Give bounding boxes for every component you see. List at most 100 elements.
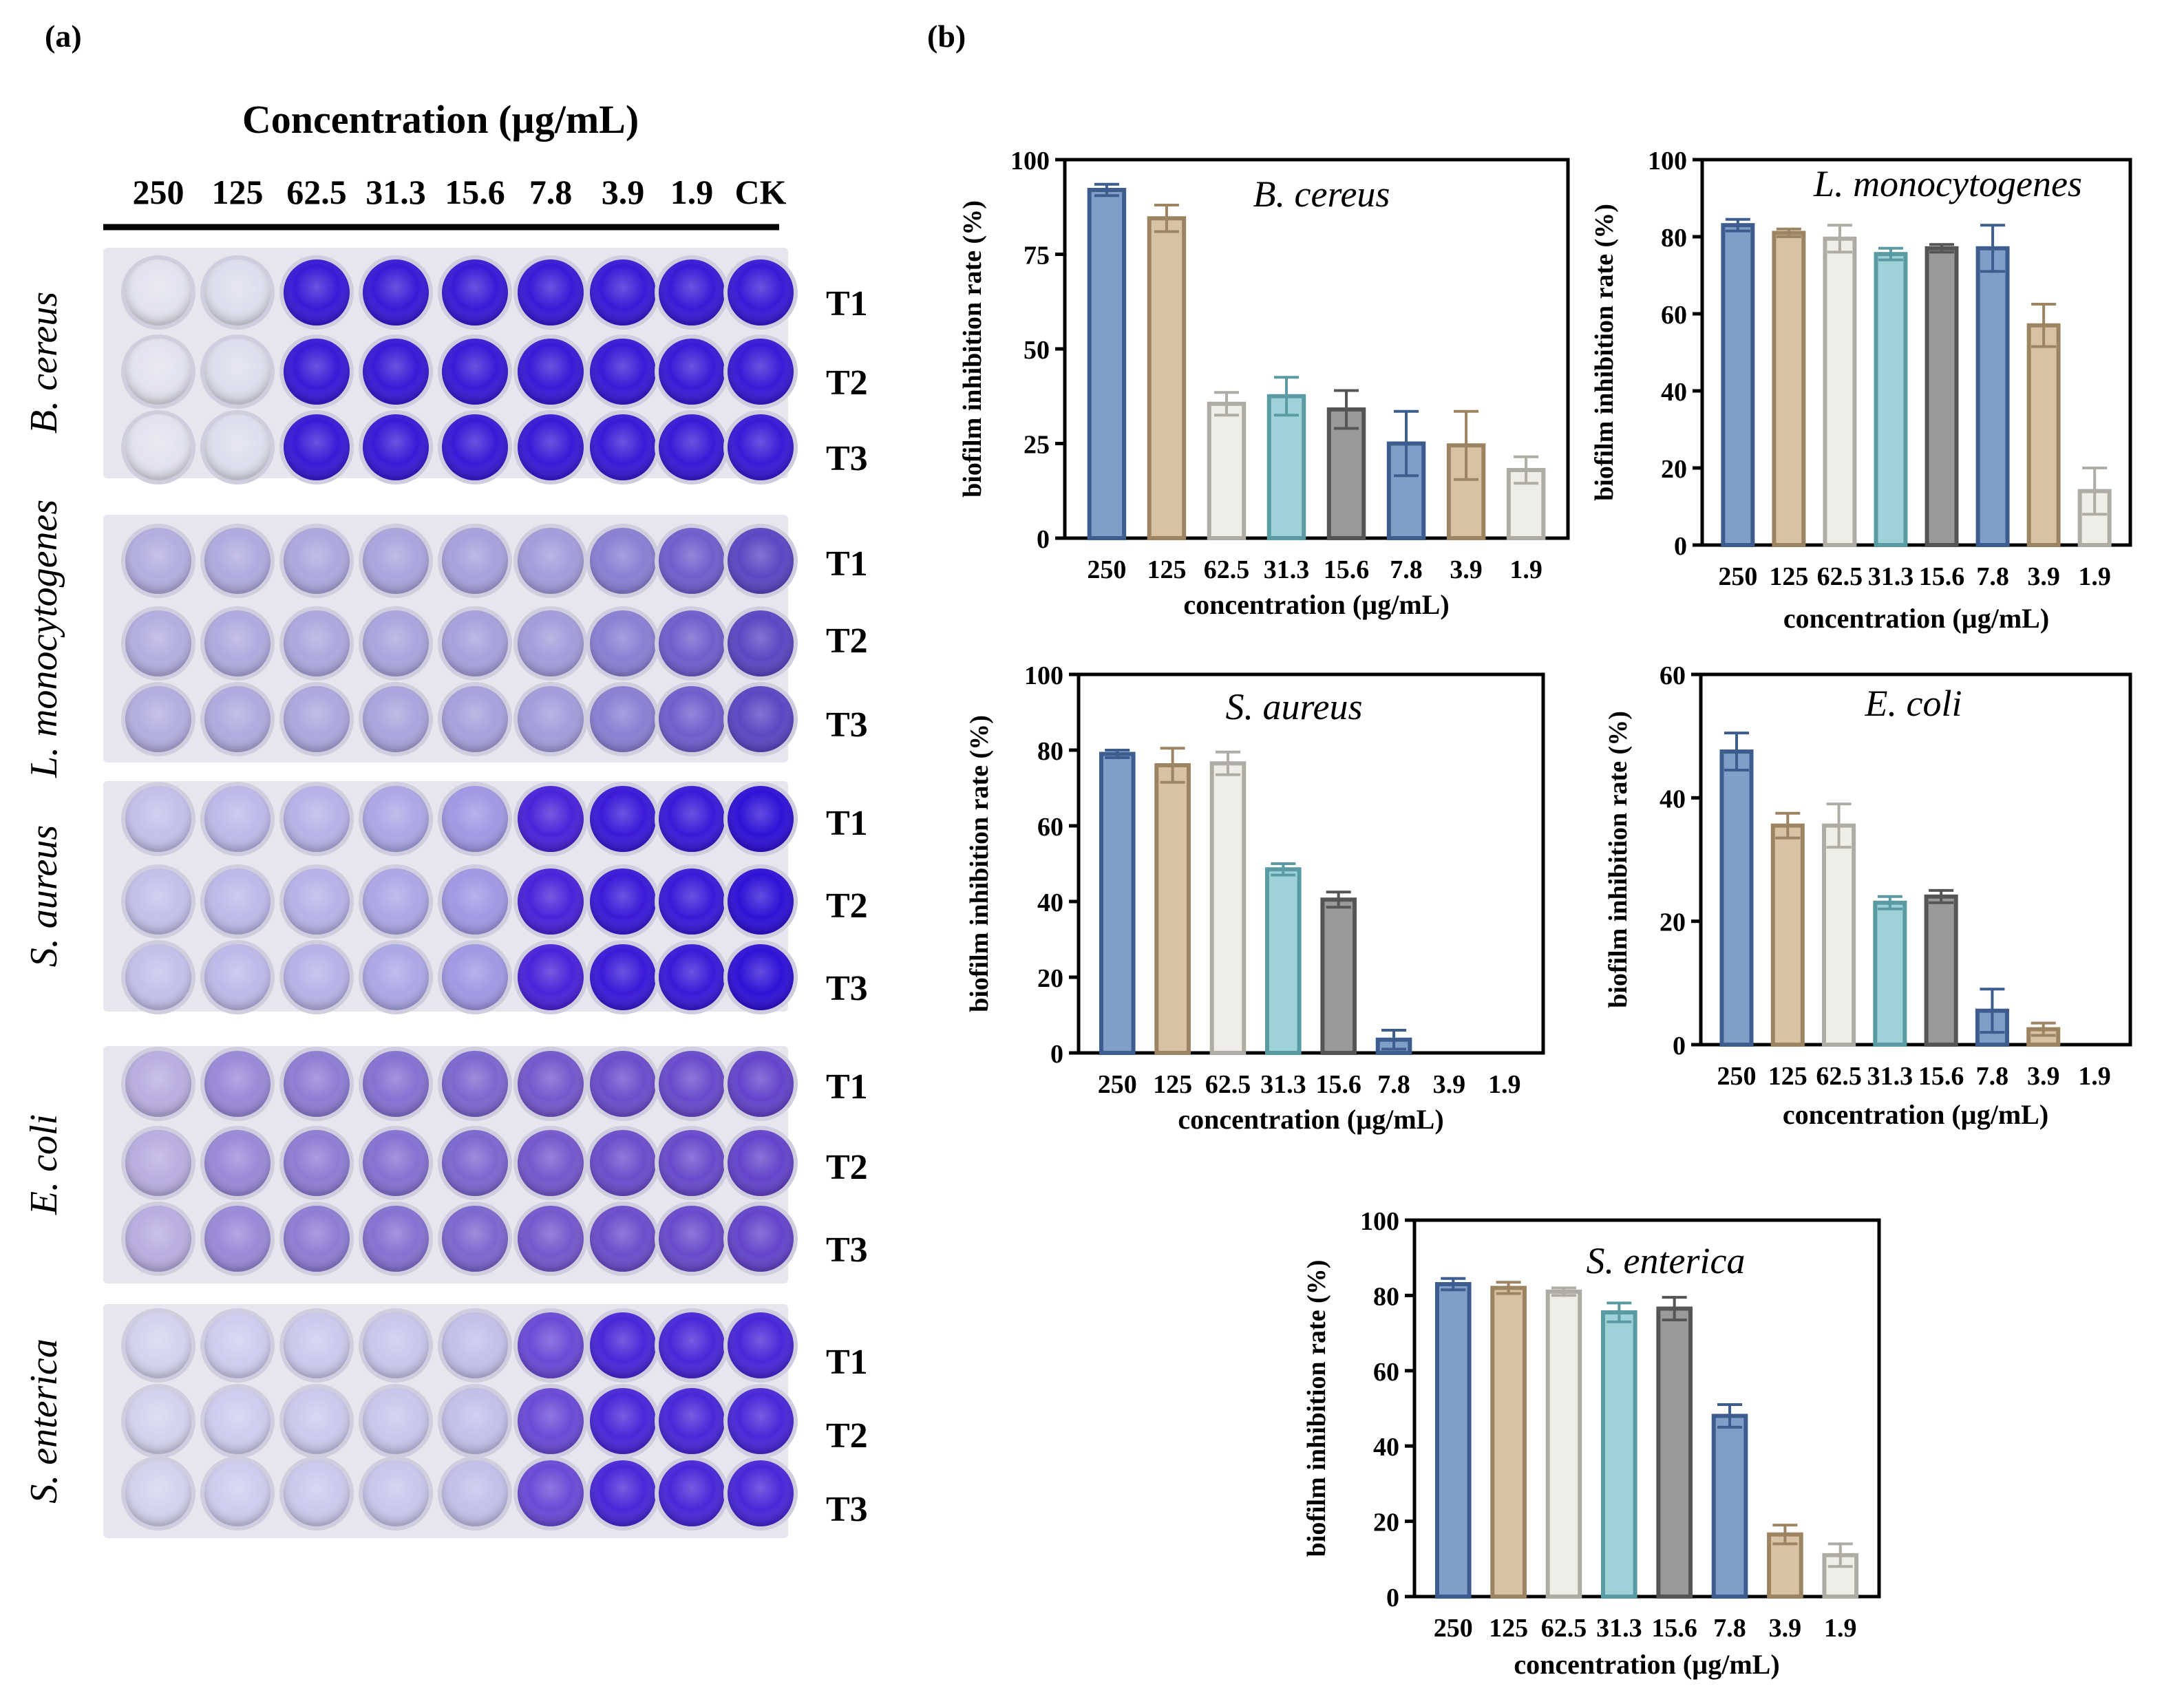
bar [1925, 246, 1959, 547]
well [655, 1047, 729, 1121]
well [723, 1308, 798, 1383]
bar [1601, 1310, 1637, 1599]
well [655, 410, 729, 484]
row-label: T2 [826, 1148, 868, 1187]
well [121, 1308, 195, 1383]
x-tick-label: 1.9 [2078, 562, 2111, 591]
x-tick-label: 62.5 [1204, 555, 1250, 584]
well [655, 1456, 729, 1531]
plot-frame [1063, 158, 1570, 540]
chart-title: E. coli [1865, 683, 1962, 724]
well-shade [728, 1051, 794, 1117]
well [200, 864, 275, 939]
x-tick-label: 7.8 [1976, 1062, 2009, 1091]
well-shade [518, 1312, 584, 1378]
well-shade [284, 528, 350, 594]
well [586, 410, 660, 484]
well-shade [284, 1206, 350, 1272]
well-shade [363, 1130, 429, 1196]
y-tick-label: 60 [1660, 661, 1686, 690]
well-shade [728, 1130, 794, 1196]
x-tick-label: 15.6 [1918, 1062, 1964, 1091]
well-shade [125, 1460, 191, 1526]
well-shade [284, 944, 350, 1010]
well-shade [518, 259, 584, 326]
well [723, 1047, 798, 1121]
well-shade [518, 528, 584, 594]
well [121, 682, 195, 756]
x-tick-label: 7.8 [1390, 555, 1423, 584]
x-tick-label: 31.3 [1868, 562, 1914, 591]
well [655, 782, 729, 856]
well-shade [442, 1312, 508, 1378]
well-shade [728, 1388, 794, 1454]
well [513, 864, 588, 939]
chart-title: S. aureus [1226, 686, 1363, 727]
well-shade [590, 1460, 656, 1526]
well-shade [204, 528, 271, 594]
well [513, 1308, 588, 1383]
well-shade [125, 944, 191, 1010]
well-shade [659, 1312, 725, 1378]
bar [1873, 900, 1907, 1047]
well-shade [284, 1388, 350, 1454]
well [200, 782, 275, 856]
row-label: T2 [826, 1416, 868, 1456]
well-shade [363, 339, 429, 405]
y-tick-label: 25 [1024, 431, 1050, 460]
well [121, 1384, 195, 1458]
well-shade [659, 1206, 725, 1272]
row-label: T2 [826, 621, 868, 661]
well-shade [363, 786, 429, 852]
well [121, 410, 195, 484]
y-tick-label: 20 [1037, 964, 1063, 993]
bar [1087, 188, 1127, 540]
well [359, 1202, 433, 1276]
well [200, 1047, 275, 1121]
well [586, 606, 660, 681]
well [438, 410, 512, 484]
well [655, 334, 729, 409]
bar [1721, 223, 1755, 547]
well [655, 255, 729, 330]
well-shade [284, 414, 350, 480]
well-shade [518, 1130, 584, 1196]
well [513, 940, 588, 1014]
well [121, 940, 195, 1014]
well-shade [590, 686, 656, 752]
bar [1434, 1281, 1472, 1599]
well [723, 334, 798, 409]
well-shade [204, 1051, 271, 1117]
well-shade [659, 868, 725, 935]
well [121, 524, 195, 598]
well [513, 606, 588, 681]
well [513, 410, 588, 484]
well [723, 1202, 798, 1276]
bar [1209, 761, 1247, 1055]
well-shade [659, 1130, 725, 1196]
column-header: 7.8 [529, 173, 573, 211]
well [121, 782, 195, 856]
well [723, 410, 798, 484]
bar-chart: 0 20 40 60 250 125 62.5 31.3 15.6 7.8 3.9 1.9 E. col… [1604, 661, 2132, 1130]
well-shade [284, 259, 350, 326]
well [655, 682, 729, 756]
well-shade [518, 944, 584, 1010]
x-tick-label: 31.3 [1264, 555, 1310, 584]
x-tick-label: 15.6 [1651, 1614, 1697, 1643]
x-tick-label: 7.8 [1976, 562, 2009, 591]
x-tick-label: 31.3 [1260, 1070, 1306, 1099]
well-shade [284, 686, 350, 752]
x-tick-label: 1.9 [1509, 555, 1542, 584]
well-shade [442, 259, 508, 326]
well-shade [659, 1388, 725, 1454]
row-label: T3 [826, 1490, 868, 1529]
well [655, 1202, 729, 1276]
row-label: T1 [826, 284, 868, 323]
bar [1326, 407, 1366, 540]
well-shade [125, 414, 191, 480]
organism-label: L. monocytogenes [23, 500, 65, 778]
well [279, 682, 354, 756]
well [586, 682, 660, 756]
